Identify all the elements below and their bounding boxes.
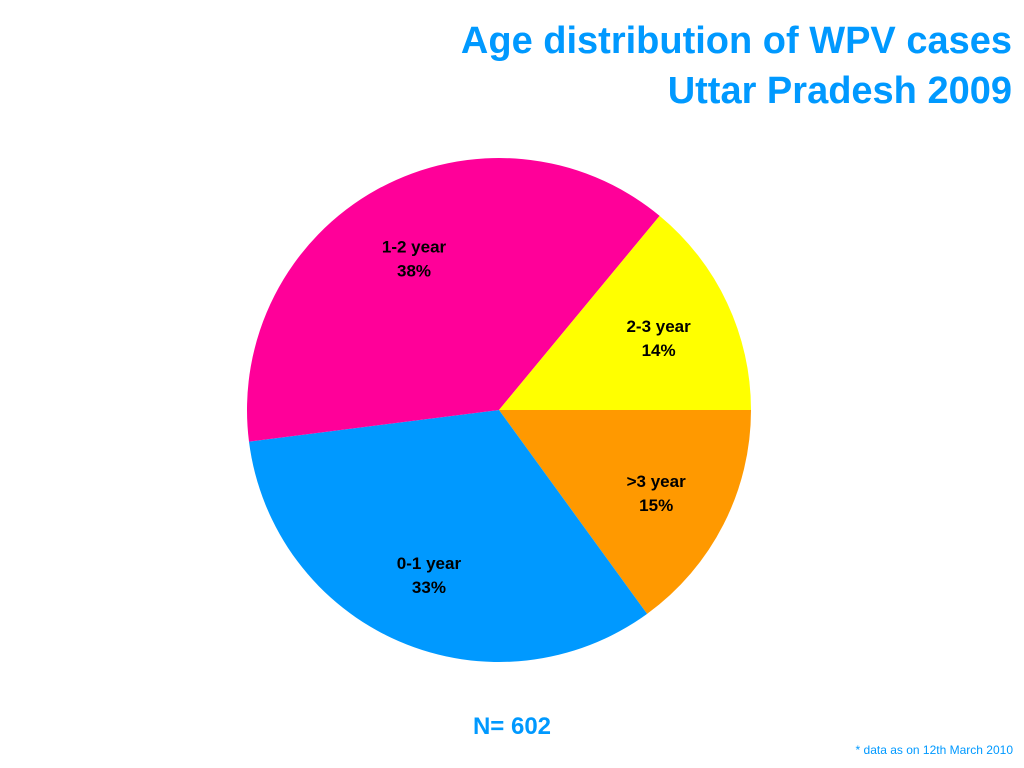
- pie-slice-2-3-year: [499, 215, 751, 410]
- chart-title-line-1: Age distribution of WPV cases: [460, 20, 1012, 62]
- slice-value-2-3-year: 14%: [642, 341, 676, 360]
- slice-value-1-2-year: 38%: [397, 261, 431, 280]
- slice-label-2-3-year: 2-3 year: [626, 317, 691, 336]
- slice-label-0-1-year: 0-1 year: [397, 554, 462, 573]
- pie-slice-3-year: [499, 410, 751, 614]
- slice-label-3-year: >3 year: [627, 472, 686, 491]
- sample-size-label: N= 602: [472, 713, 552, 740]
- chart-title: Age distribution of WPV cases Uttar Prad…: [112, 16, 1012, 116]
- slice-value-0-1-year: 33%: [412, 578, 446, 597]
- pie-slice-1-2-year: [246, 157, 660, 442]
- slice-label-1-2-year: 1-2 year: [382, 237, 447, 256]
- pie-slice-0-1-year: [248, 410, 648, 662]
- slice-value-3-year: 15%: [639, 496, 673, 515]
- data-date-footnote: * data as on 12th March 2010: [855, 743, 1013, 757]
- chart-title-line-2: Uttar Pradesh 2009: [667, 70, 1012, 112]
